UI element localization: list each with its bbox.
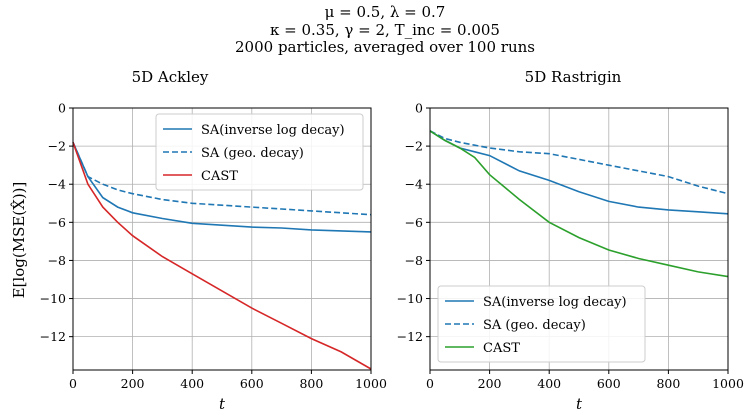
x-tick-label: 400 [180, 376, 204, 391]
y-tick-label: 0 [415, 101, 423, 116]
y-tick-label: −8 [405, 253, 423, 268]
axes-frame [429, 107, 729, 371]
y-tick-label: −12 [397, 329, 423, 344]
series-line-2 [429, 130, 729, 278]
y-tick-label: −10 [40, 291, 66, 306]
x-tick-label: 400 [537, 376, 561, 391]
legend-label: SA (geo. decay) [483, 318, 586, 333]
x-tick-label: 200 [478, 376, 502, 391]
x-tick-label: 1000 [355, 376, 387, 391]
series-line-2 [72, 142, 372, 370]
suptitle-line-1: μ = 0.5, λ = 0.7 [325, 3, 446, 21]
y-tick-label: −2 [48, 139, 66, 154]
subplot-1: 0 200 400 600 800 1000 0 −2 −4 −6 −8 −10 −12 SA(inver… [397, 101, 744, 392]
y-tick-label: −2 [405, 139, 423, 154]
legend-label: SA(inverse log decay) [201, 123, 345, 138]
suptitle-line-3: 2000 particles, averaged over 100 runs [235, 38, 535, 56]
legend-label: SA (geo. decay) [201, 146, 304, 161]
series-line-1 [72, 141, 372, 216]
axes-frame [72, 107, 372, 371]
legend: SA(inverse log decay) SA (geo. decay) CAST [155, 113, 364, 191]
x-tick-label: 1000 [712, 376, 744, 391]
x-tick-label: 600 [597, 376, 621, 391]
y-tick-label: −4 [405, 177, 423, 192]
y-tick-label: 0 [58, 101, 66, 116]
legend-box [437, 285, 646, 363]
legend-label: CAST [201, 169, 238, 184]
x-tick-label: 800 [299, 376, 323, 391]
x-tick-label: 200 [121, 376, 145, 391]
x-tick-label: 800 [656, 376, 680, 391]
legend-label: CAST [483, 341, 520, 356]
x-axis-label-ackley: t [219, 395, 226, 413]
legend-label: SA(inverse log decay) [483, 295, 627, 310]
subplot-0: 0 200 400 600 800 1000 0 −2 −4 −6 −8 −10 −12 SA(inver… [40, 101, 387, 392]
x-tick-label: 0 [426, 376, 434, 391]
y-tick-label: −10 [397, 291, 423, 306]
x-tick-label: 600 [240, 376, 264, 391]
x-tick-label: 0 [69, 376, 77, 391]
x-axis-label-rastrigin: t [576, 395, 583, 413]
suptitle-line-2: κ = 0.35, γ = 2, T_inc = 0.005 [270, 21, 500, 39]
legend-box [155, 113, 364, 191]
y-tick-label: −4 [48, 177, 66, 192]
series-line-1 [429, 130, 729, 195]
series-line-0 [429, 130, 729, 215]
subplot-title-ackley: 5D Ackley [132, 68, 209, 86]
y-tick-label: −12 [40, 329, 66, 344]
y-axis-label: E[log(MSE(X̂))] [10, 182, 28, 299]
y-tick-label: −6 [48, 215, 66, 230]
y-tick-label: −8 [48, 253, 66, 268]
legend: SA(inverse log decay) SA (geo. decay) CAST [437, 285, 646, 363]
y-tick-label: −6 [405, 215, 423, 230]
subplot-title-rastrigin: 5D Rastrigin [525, 68, 622, 86]
series-line-0 [72, 141, 372, 233]
